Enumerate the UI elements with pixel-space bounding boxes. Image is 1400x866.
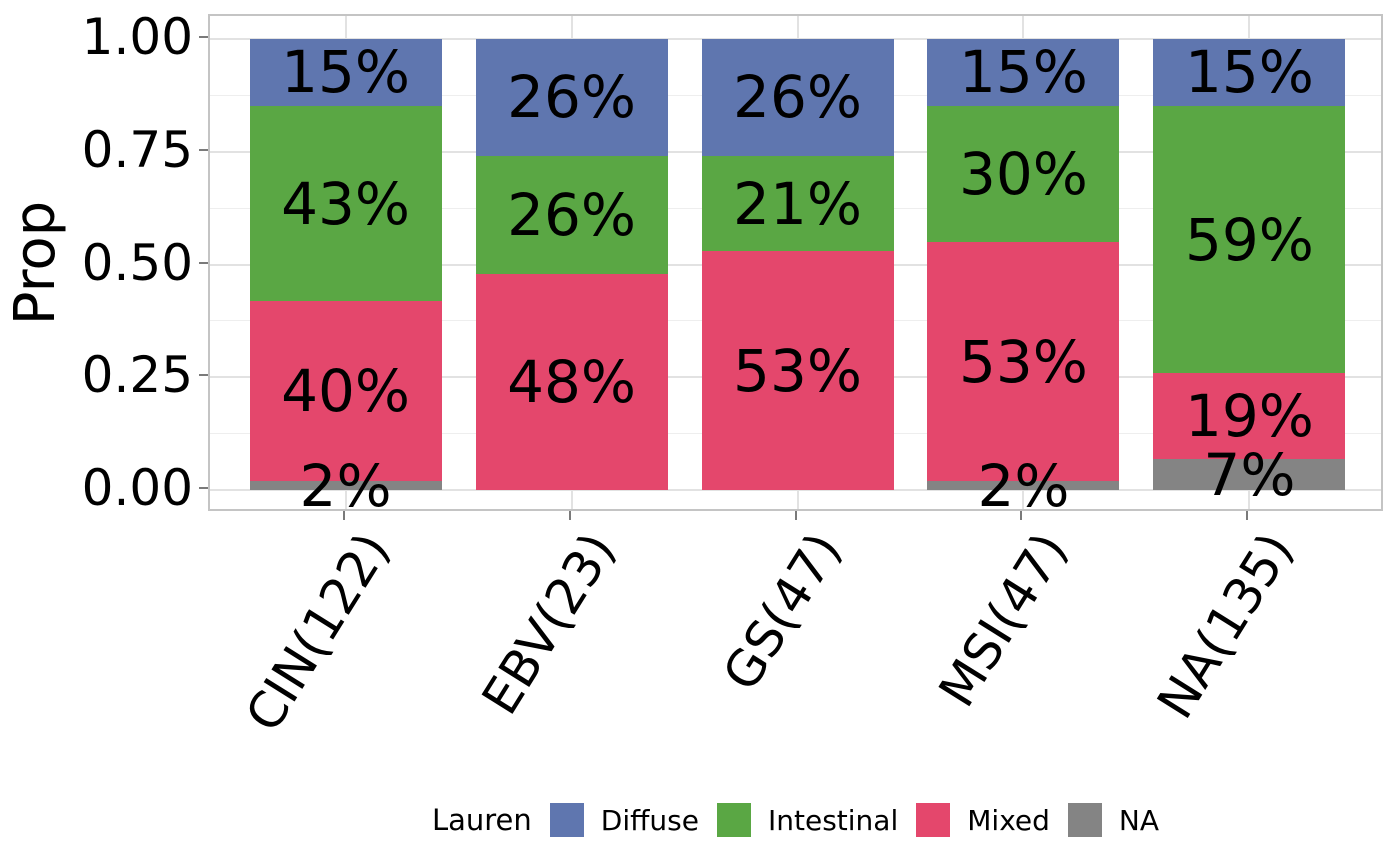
y-tick-label: 0.00 [81, 459, 193, 518]
legend-swatch-intestinal [717, 803, 751, 837]
y-tick-label: 0.50 [81, 233, 193, 292]
bar-value-label: 26% [507, 180, 636, 249]
bar-value-label: 19% [1184, 381, 1314, 450]
bar-value-label: 43% [281, 169, 411, 238]
bar-segment-diffuse [701, 38, 894, 157]
bar-value-label: 2% [299, 451, 392, 520]
bar-value-label: 30% [958, 140, 1088, 209]
bar-value-label: 7% [1203, 440, 1296, 509]
legend-label: Mixed [967, 803, 1050, 837]
legend-swatch-mixed [916, 803, 951, 837]
bar-value-label: 26% [733, 63, 862, 132]
y-tick-mark [199, 261, 208, 264]
bar-segment-intestinal [927, 106, 1120, 242]
plot-panel: 2% 40% 43% 15% 48% 26% 26% 53% 21% 26% 2% 53% 30% 15%… [208, 14, 1383, 515]
legend-swatch-diffuse [549, 803, 584, 837]
bar-segment-na [249, 481, 442, 491]
bar-value-label: 53% [958, 327, 1088, 396]
y-tick-mark [199, 148, 208, 151]
bar-value-label: 59% [1184, 205, 1314, 274]
legend-items: Diffuse Intestinal Mixed NA [549, 803, 1160, 837]
x-tick-label: NA(135) [1146, 522, 1305, 729]
y-tick-label: 1.00 [81, 7, 193, 66]
x-tick-mark [794, 511, 797, 520]
bar-segment-diffuse [475, 38, 668, 157]
x-tick-label: EBV(23) [471, 522, 628, 725]
legend: Lauren Diffuse Intestinal Mixed NA [208, 792, 1383, 848]
x-tick-mark [1020, 511, 1023, 520]
x-tick-label: CIN(122) [234, 522, 402, 742]
legend-item: NA [1067, 803, 1160, 837]
bar-segment-diffuse [1153, 38, 1346, 107]
bar-segment-intestinal [701, 156, 894, 251]
legend-swatch-na [1067, 803, 1102, 837]
gridline-major [210, 489, 1381, 492]
bar-segment-intestinal [249, 106, 442, 301]
bar-segment-intestinal [1153, 106, 1346, 373]
bar-value-label: 40% [281, 357, 411, 425]
bar-segment-mixed [1153, 372, 1346, 459]
bar-value-label: 53% [733, 336, 862, 405]
bar-value-label: 48% [507, 347, 636, 416]
legend-item: Diffuse [549, 803, 699, 837]
bar-value-label: 21% [733, 169, 862, 238]
x-tick-mark [568, 511, 571, 520]
y-axis-title: Prop [3, 200, 68, 326]
y-tick-label: 0.25 [81, 346, 193, 405]
legend-label: Diffuse [600, 803, 699, 837]
legend-label: NA [1118, 803, 1160, 837]
x-tick-label: GS(47) [712, 522, 853, 701]
legend-item: Intestinal [717, 803, 898, 837]
bar-segment-diffuse [249, 38, 442, 107]
bar-segment-diffuse [927, 38, 1120, 107]
bar-segment-na [927, 481, 1120, 491]
bar-segment-mixed [249, 300, 442, 482]
bar-value-label: 15% [281, 38, 411, 107]
bar-value-label: 15% [1184, 38, 1314, 107]
y-tick-mark [199, 374, 208, 377]
x-tick-label: MSI(47) [927, 522, 1079, 717]
bar-segment-mixed [475, 273, 668, 491]
bar-value-label: 26% [507, 63, 636, 132]
legend-label: Intestinal [768, 803, 899, 837]
x-tick-mark [1246, 511, 1249, 520]
bar-segment-mixed [927, 241, 1120, 482]
legend-title: Lauren [431, 803, 532, 837]
y-tick-mark [199, 35, 208, 38]
bar-value-label: 15% [958, 38, 1088, 107]
bar-segment-na [1153, 458, 1346, 491]
x-tick-mark [342, 511, 345, 520]
bar-value-label: 2% [977, 451, 1070, 520]
y-tick-mark [199, 487, 208, 490]
legend-item: Mixed [916, 803, 1050, 837]
y-tick-label: 0.75 [81, 120, 193, 179]
bar-segment-mixed [701, 250, 894, 491]
bar-segment-intestinal [475, 156, 668, 274]
